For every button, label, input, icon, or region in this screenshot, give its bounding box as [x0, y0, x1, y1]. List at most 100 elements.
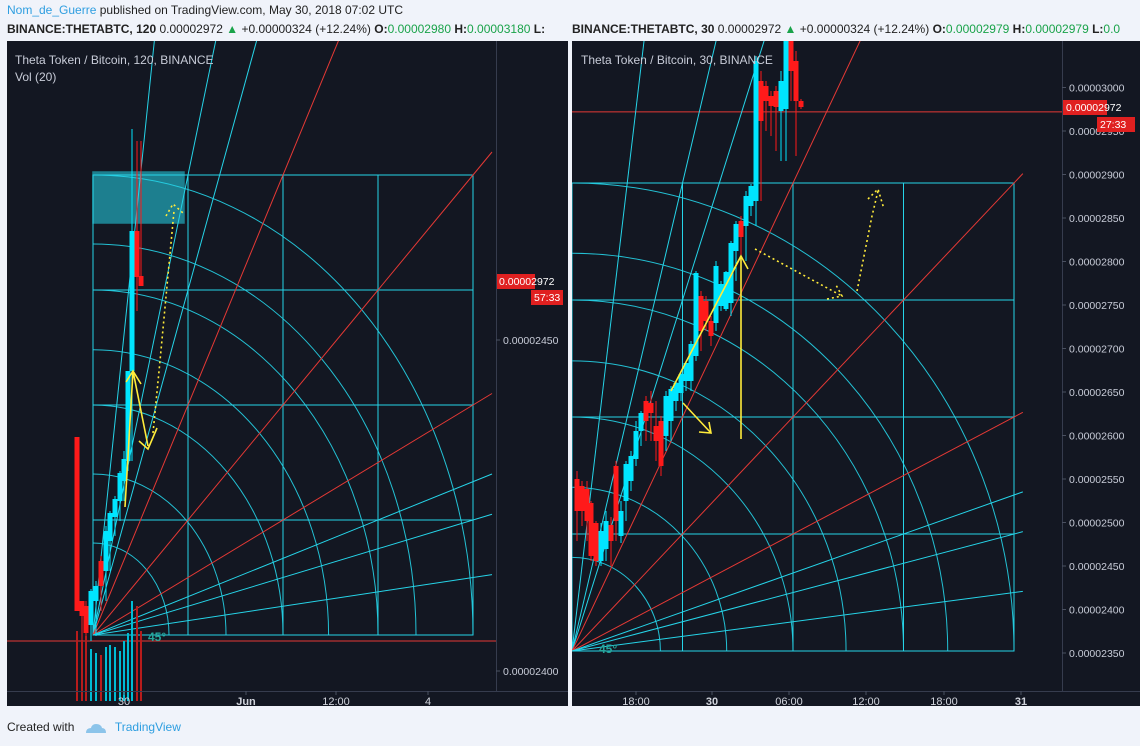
- gann-fan-line: [92, 574, 493, 636]
- left-annotations: [124, 202, 184, 508]
- candle-down: [613, 466, 619, 521]
- right-dotted-arrowhead: [826, 284, 844, 300]
- y-tick-label: 0.00002600: [1069, 431, 1125, 443]
- right-x-axis[interactable]: 18:00 30 06:00 12:00 18:00 31: [622, 691, 1027, 706]
- right-arrowhead: [698, 421, 712, 434]
- candle-up: [628, 456, 634, 481]
- gann-fan-line-red: [572, 41, 861, 652]
- y-tick-label: 0.00002450: [1069, 561, 1125, 573]
- candle-up: [753, 61, 759, 201]
- right-candles: [574, 41, 804, 566]
- right-symbol-row: BINANCE:THETABTC, 30 0.00002972 ▲ +0.000…: [572, 22, 1140, 38]
- gann-fan-line: [572, 41, 645, 652]
- candle-down: [768, 96, 774, 106]
- left-chart-svg[interactable]: 0.000033000.000032500.000032000.00003150…: [7, 41, 568, 706]
- left-y-axis[interactable]: 0.000033000.000032500.000032000.00003150…: [496, 41, 559, 678]
- right-o-value: 0.00002979: [945, 22, 1010, 36]
- left-last-price: 0.00002972: [159, 22, 223, 36]
- y-tick-label: 0.00002500: [1069, 518, 1125, 530]
- candle-up: [693, 273, 699, 356]
- left-l-label: L:: [533, 22, 546, 36]
- left-change: +0.00000324 (+12.24%): [241, 22, 371, 36]
- gann-fan-line: [92, 41, 258, 636]
- candle-down: [658, 421, 664, 466]
- gann-fan-line: [572, 41, 765, 652]
- candle-up: [125, 371, 131, 461]
- candle-down: [134, 231, 140, 277]
- candle-up: [683, 363, 689, 381]
- candle-up: [743, 196, 749, 226]
- left-legend-title: Theta Token / Bitcoin, 120, BINANCE: [15, 53, 214, 67]
- gann-fan-line: [572, 491, 1024, 652]
- right-o-label: O:: [932, 22, 946, 36]
- right-y-axis[interactable]: 0.000030000.000029500.000029000.00002850…: [1062, 83, 1125, 661]
- x-tick-label: 18:00: [930, 696, 958, 706]
- candle-up: [663, 396, 669, 436]
- right-gann-fan: [572, 41, 1062, 652]
- candle-up: [603, 521, 609, 549]
- y-tick-label: 0.00002350: [1069, 648, 1125, 660]
- left-chart-panel[interactable]: 0.000033000.000032500.000032000.00003150…: [7, 41, 568, 706]
- candle-down: [763, 86, 769, 101]
- candle-up: [633, 431, 639, 459]
- candle-up: [673, 383, 679, 401]
- y-tick-label: 0.00002900: [1069, 170, 1125, 182]
- right-l-label: L:: [1092, 22, 1104, 36]
- right-price-label: 0.00002972: [1066, 102, 1122, 114]
- candle-up: [638, 413, 644, 431]
- candle-up: [723, 272, 729, 309]
- left-h-value: 0.00003180: [467, 22, 531, 36]
- right-dotted-projection: [856, 190, 879, 292]
- right-chart-svg[interactable]: 0.000030000.000029500.000029000.00002850…: [572, 41, 1140, 706]
- x-tick-label: 06:00: [775, 696, 803, 706]
- gann-fan-line: [572, 41, 717, 652]
- published-text: published on TradingView.com, May 30, 20…: [99, 3, 404, 17]
- right-arrowhead: [733, 254, 749, 270]
- candle-up: [623, 464, 629, 501]
- left-highlight-box: [92, 171, 185, 224]
- x-tick-label: Jun: [236, 696, 256, 706]
- candle-down: [788, 41, 794, 71]
- left-o-label: O:: [374, 22, 388, 36]
- gann-fan-line-red: [92, 151, 493, 636]
- right-h-label: H:: [1012, 22, 1026, 36]
- gann-fan-line: [92, 41, 217, 636]
- candle-down: [648, 403, 654, 413]
- candle-down: [738, 221, 744, 237]
- gann-fan-line-red: [92, 393, 493, 636]
- left-h-label: H:: [454, 22, 468, 36]
- right-dotted-arrowhead: [867, 187, 885, 210]
- candle-up: [678, 374, 684, 393]
- left-price-label-box: [497, 274, 535, 289]
- left-symbol-row: BINANCE:THETABTC, 120 0.00002972 ▲ +0.00…: [7, 22, 568, 38]
- candle-down: [593, 523, 599, 561]
- tradingview-link[interactable]: TradingView: [114, 720, 181, 734]
- candle-up: [598, 531, 604, 561]
- candle-up: [748, 186, 754, 206]
- x-tick-label: 31: [1015, 696, 1027, 706]
- up-arrow-icon: ▲: [784, 22, 797, 36]
- y-tick-label: 0.00002550: [1069, 474, 1125, 486]
- candle-up: [668, 389, 674, 421]
- left-x-axis[interactable]: 30 Jun 12:00 4: [118, 691, 431, 706]
- candle-down: [588, 503, 594, 556]
- left-legend-vol: Vol (20): [15, 70, 56, 84]
- right-legend-title: Theta Token / Bitcoin, 30, BINANCE: [581, 53, 773, 67]
- left-price-label: 0.00002972: [499, 276, 555, 288]
- publication-line: Nom_de_Guerre published on TradingView.c…: [7, 3, 403, 17]
- right-price-label-box: [1063, 100, 1107, 115]
- author-link[interactable]: Nom_de_Guerre: [7, 3, 97, 17]
- right-chart-panel[interactable]: 0.00003000 0.00002950 0.00002900 0.00002850…: [572, 41, 1140, 706]
- candle-up: [783, 41, 789, 109]
- left-candles: [74, 129, 144, 701]
- candle-down: [574, 479, 580, 511]
- right-change: +0.00000324 (+12.24%): [799, 22, 930, 36]
- x-tick-label: 12:00: [852, 696, 880, 706]
- right-last-price: 0.00002972: [717, 22, 782, 36]
- candle-up: [112, 499, 118, 517]
- tradingview-logo-icon: [85, 723, 106, 733]
- x-tick-label: 18:00: [622, 696, 650, 706]
- candle-up: [88, 591, 94, 625]
- created-with-text: Created with: [7, 720, 75, 734]
- candle-down: [74, 437, 80, 611]
